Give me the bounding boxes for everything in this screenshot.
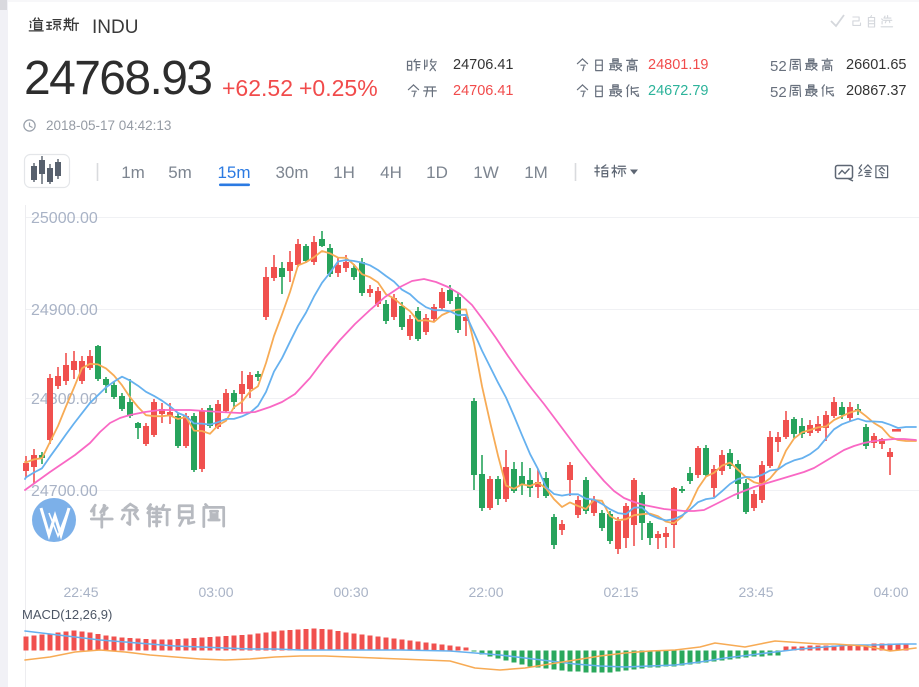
svg-text:03:00: 03:00 <box>198 584 233 600</box>
svg-text:15m: 15m <box>217 163 250 182</box>
svg-text:52: 52 <box>770 58 787 75</box>
svg-text:1H: 1H <box>333 163 355 182</box>
svg-text:MACD(12,26,9): MACD(12,26,9) <box>22 607 112 622</box>
svg-text:04:00: 04:00 <box>873 584 908 600</box>
svg-text:1m: 1m <box>121 163 145 182</box>
svg-text:24900.00: 24900.00 <box>31 302 98 319</box>
svg-text:30m: 30m <box>275 163 308 182</box>
svg-text:52: 52 <box>770 84 787 101</box>
svg-text:22:45: 22:45 <box>63 584 98 600</box>
svg-text:25000.00: 25000.00 <box>31 210 98 227</box>
svg-text:INDU: INDU <box>92 17 138 38</box>
svg-text:02:15: 02:15 <box>603 584 638 600</box>
svg-text:24700.00: 24700.00 <box>31 483 98 500</box>
svg-text:23:45: 23:45 <box>738 584 773 600</box>
svg-text:5m: 5m <box>168 163 192 182</box>
svg-text:1D: 1D <box>426 163 448 182</box>
svg-text:00:30: 00:30 <box>333 584 368 600</box>
svg-text:4H: 4H <box>380 163 402 182</box>
svg-text:22:00: 22:00 <box>468 584 503 600</box>
svg-text:1M: 1M <box>524 163 548 182</box>
svg-text:1W: 1W <box>473 163 499 182</box>
